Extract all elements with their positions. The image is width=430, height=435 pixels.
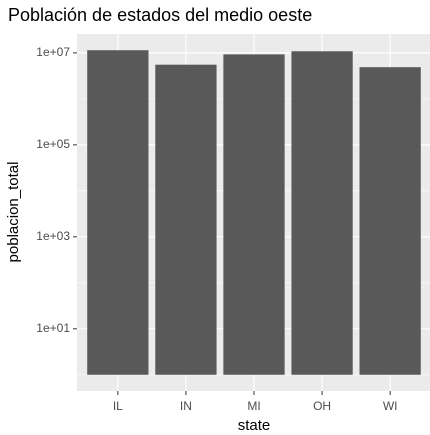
y-tick-label: 1e+03 [36, 229, 70, 243]
y-tick-label: 1e+05 [36, 137, 70, 151]
x-tick-label: MI [247, 399, 260, 413]
y-tick-label: 1e+01 [36, 321, 70, 335]
x-tick-label: WI [383, 399, 398, 413]
x-tick-label: OH [313, 399, 331, 413]
chart-title: Población de estados del medio oeste [8, 5, 312, 25]
bar [359, 67, 421, 375]
x-tick-label: IL [113, 399, 123, 413]
bar [155, 64, 217, 375]
x-tick-label: IN [180, 399, 192, 413]
x-axis-title: state [238, 417, 271, 434]
y-tick-label: 1e+07 [36, 45, 70, 59]
bar [87, 50, 149, 375]
y-axis-title: poblacion_total [5, 162, 22, 263]
bar [291, 51, 353, 375]
bar [223, 54, 285, 375]
